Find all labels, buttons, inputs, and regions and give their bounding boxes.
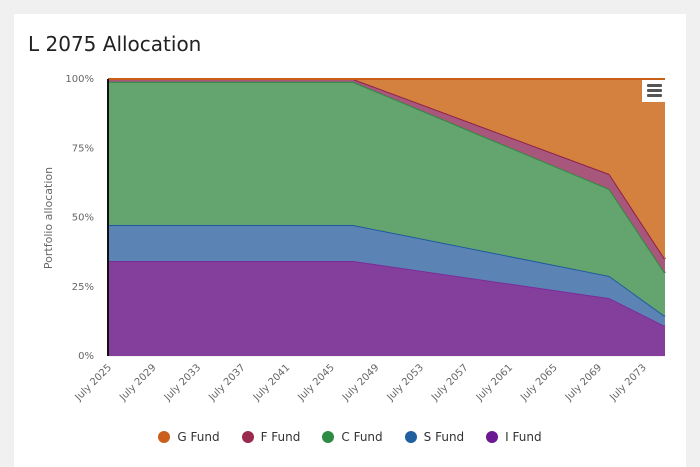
y-axis-label: Portfolio allocation — [42, 167, 55, 269]
x-tick-label: July 2045 — [295, 362, 336, 403]
legend-label: G Fund — [177, 430, 220, 444]
legend-marker-icon — [241, 431, 254, 443]
x-tick-label: July 2025 — [73, 362, 114, 403]
x-tick-label: July 2053 — [385, 362, 426, 403]
x-tick-label: July 2029 — [117, 362, 158, 403]
legend-item-g-fund[interactable]: G Fund — [158, 430, 220, 444]
legend-item-f-fund[interactable]: F Fund — [241, 430, 301, 444]
chart-title: L 2075 Allocation — [28, 32, 202, 56]
legend-item-c-fund[interactable]: C Fund — [322, 430, 383, 444]
legend-label: C Fund — [341, 430, 383, 444]
x-tick-label: July 2033 — [162, 362, 203, 403]
chart-legend: G Fund F Fund C Fund S Fund I Fund — [0, 430, 700, 444]
legend-item-s-fund[interactable]: S Fund — [404, 430, 465, 444]
area-c-fund[interactable] — [108, 81, 665, 317]
hamburger-line — [647, 89, 662, 92]
y-tick-label: 75% — [72, 143, 94, 154]
y-tick-label: 0% — [78, 351, 94, 362]
hamburger-menu-icon — [647, 84, 662, 87]
x-tick-label: July 2073 — [607, 362, 648, 403]
y-tick-label: 50% — [72, 213, 94, 224]
legend-marker-icon — [322, 431, 335, 443]
x-tick-label: July 2061 — [474, 362, 515, 403]
x-tick-label: July 2057 — [429, 362, 470, 403]
x-tick-label: July 2049 — [340, 362, 381, 403]
legend-marker-icon — [486, 431, 499, 443]
y-tick-label: 100% — [65, 74, 94, 85]
area-series — [108, 78, 666, 356]
legend-marker-icon — [404, 431, 417, 443]
legend-item-i-fund[interactable]: I Fund — [486, 430, 542, 444]
area-i-fund[interactable] — [108, 260, 665, 356]
x-tick-label: July 2041 — [251, 362, 292, 403]
legend-marker-icon — [158, 431, 171, 443]
x-tick-label: July 2037 — [206, 362, 247, 403]
hamburger-line — [647, 94, 662, 97]
x-axis-ticks: July 2025 July 2029 July 2033 July 2037 July… — [73, 362, 649, 403]
y-tick-label: 25% — [72, 282, 94, 293]
legend-label: S Fund — [423, 430, 465, 444]
area-s-fund[interactable] — [108, 224, 665, 327]
x-tick-label: July 2065 — [518, 362, 559, 403]
y-axis-ticks: 0% 25% 50% 75% 100% — [65, 74, 94, 362]
x-tick-label: July 2069 — [563, 362, 604, 403]
legend-label: F Fund — [260, 430, 301, 444]
chart-menu-button[interactable] — [642, 80, 666, 102]
legend-label: I Fund — [505, 430, 542, 444]
area-g-fund[interactable] — [108, 79, 665, 260]
